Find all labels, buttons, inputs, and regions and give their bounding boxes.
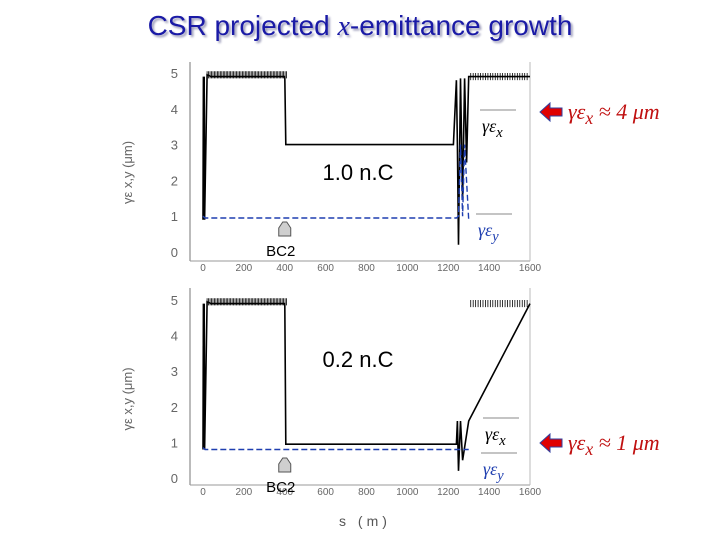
plot2-xtick-0: 0 [200,487,206,498]
plot1-ylabel: γε x,y (μm) [120,141,135,204]
plot1-callout-text: γεx ≈ 4 μm [568,99,660,128]
plot2-series-label-x-sub: x [498,433,506,449]
plot2-xtick-2: 400 [276,487,293,498]
plot1-series-label-x-sub: x [495,125,503,141]
plot2-xtick-6: 1200 [437,487,460,498]
plot2-charge-label: 0.2 n.C [323,347,394,372]
plot2-callout-text-main: γε [568,430,586,455]
plot2-series-label-y: γεy [483,459,504,484]
plot2-ytick-0: 0 [171,471,178,486]
plot2-callout-text-sub: x [584,439,593,459]
plot1-xtick-1: 200 [236,263,253,274]
plot2-xtick-3: 600 [317,487,334,498]
plot2-xtick-1: 200 [236,487,253,498]
plot1-callout-text-main: γε [568,99,586,124]
plot2-series-y-line [202,447,469,451]
plot1-series-label-y-main: γε [478,220,493,240]
plot2-ytick-1: 1 [171,435,178,450]
plot1-bc2-arrow [278,221,292,237]
plot1-xtick-2: 400 [276,263,293,274]
plot1-ytick-1: 1 [171,209,178,224]
plot1-xtick-6: 1200 [437,263,460,274]
plot1-callout-text-sub: x [584,108,593,128]
plot1-charge-label: 1.0 n.C [323,160,394,185]
plot2-ytick-2: 2 [171,400,178,415]
title-post: -emittance growth [349,10,573,41]
title-var: x [337,11,350,42]
plot1-bc2-label: BC2 [266,243,295,260]
plot2-bc2-label: BC2 [266,479,295,496]
plot1-ytick-2: 2 [171,173,178,188]
plot1-xtick-8: 1600 [519,263,542,274]
plot2-xtick-8: 1600 [519,487,542,498]
plot2-callout-arrow [539,432,563,454]
plot2-xtick-7: 1400 [478,487,501,498]
plot2-callout-text: γεx ≈ 1 μm [568,430,660,459]
plot1-callout-text-rest: ≈ 4 μm [593,99,660,124]
plot2-ytick-5: 5 [171,293,178,308]
plot2-series-label-x-main: γε [485,424,500,444]
plot1-series-label-y: γεy [478,220,499,245]
plot2-series-x-line [202,300,531,471]
plot2-series-label-y-main: γε [483,459,498,479]
plot1-series-y-line [202,144,470,220]
plot2-bc2-arrow [278,457,292,473]
plot2-xlabel: s (m) [339,513,391,529]
plot1-ytick-3: 3 [171,138,178,153]
title-pre: CSR projected [147,10,338,41]
plot1-xtick-4: 800 [358,263,375,274]
plot2-ytick-4: 4 [171,329,178,344]
plot2-xtick-5: 1000 [396,487,419,498]
plot1-ytick-0: 0 [171,245,178,260]
plot2-ylabel: γε x,y (μm) [120,367,135,430]
plot1-xtick-3: 600 [317,263,334,274]
plot1-series-label-x-main: γε [482,116,497,136]
plot1-series-label-y-sub: y [490,229,499,245]
plot1-series-label-x: γεx [482,116,503,141]
plot1-callout-arrow [539,101,563,123]
plot2-series-label-x: γεx [485,424,506,449]
plot1-ytick-5: 5 [171,66,178,81]
slide-title: CSR projected x-emittance growth [0,10,720,43]
plot2-xtick-4: 800 [358,487,375,498]
plot2-callout-text-rest: ≈ 1 μm [593,430,660,455]
plot1-xtick-0: 0 [200,263,206,274]
plot1-xtick-5: 1000 [396,263,419,274]
plot2-series-label-y-sub: y [495,468,504,484]
plot1-series-x-line [202,73,530,245]
plot1-xtick-7: 1400 [478,263,501,274]
plot2-ytick-3: 3 [171,364,178,379]
plot1-ytick-4: 4 [171,102,178,117]
